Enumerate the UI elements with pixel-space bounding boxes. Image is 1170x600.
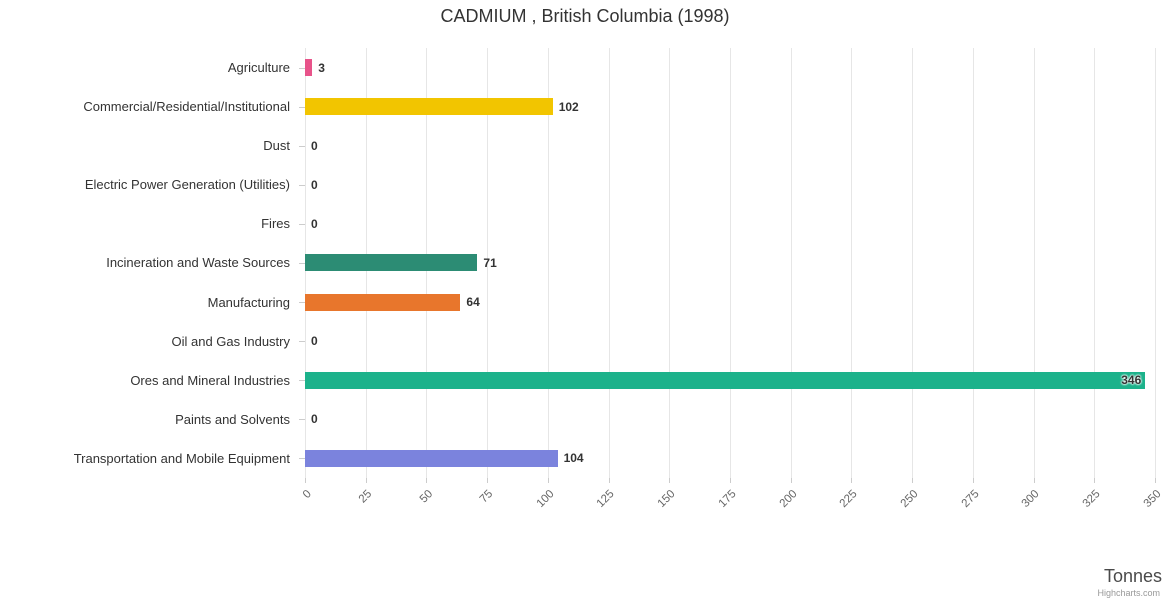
category-label-electric-power-generation-utilities: Electric Power Generation (Utilities) <box>0 165 305 204</box>
x-axis-tick-label: 300 <box>1019 488 1043 511</box>
x-axis-tick <box>305 478 306 483</box>
gridline <box>669 48 671 478</box>
category-label-dust: Dust <box>0 126 305 165</box>
x-axis-tick <box>365 478 367 483</box>
x-axis-tick <box>790 478 792 483</box>
value-label: 346 <box>1121 373 1142 388</box>
bar-row: 104 <box>305 439 1155 478</box>
x-axis-tick-label: 175 <box>716 488 739 511</box>
value-label: 64 <box>466 295 480 309</box>
value-label: 102 <box>558 99 579 114</box>
x-axis-tick <box>608 478 610 483</box>
category-tick <box>299 262 305 264</box>
category-label-manufacturing: Manufacturing <box>0 282 305 321</box>
value-label: 0 <box>311 412 318 427</box>
category-tick <box>299 380 305 382</box>
category-tick <box>299 145 305 147</box>
category-tick <box>299 106 305 108</box>
bar-agriculture[interactable] <box>305 59 313 77</box>
value-label: 71 <box>483 255 497 270</box>
category-axis: Agriculture Commercial/Residential/Instit… <box>0 48 305 478</box>
x-axis-tick <box>669 478 671 483</box>
gridline <box>730 48 731 478</box>
bar-row: 64 <box>305 282 1155 321</box>
gridline <box>790 48 792 478</box>
gridline <box>1094 48 1096 478</box>
gridline <box>972 48 974 478</box>
gridline <box>851 48 853 478</box>
value-label: 0 <box>311 334 318 349</box>
value-label: 3 <box>318 60 325 75</box>
x-axis-tick-label: 25 <box>356 488 375 506</box>
bar-row: 71 <box>305 243 1155 282</box>
x-axis-tick <box>547 478 549 483</box>
category-label-oil-and-gas-industry: Oil and Gas Industry <box>0 322 305 361</box>
x-axis-tick <box>487 478 489 483</box>
highcharts-credit[interactable]: Highcharts.com <box>1097 588 1160 598</box>
x-axis-tick <box>972 478 974 483</box>
x-axis-tick-label: 275 <box>959 488 982 511</box>
x-axis-tick <box>730 478 731 483</box>
gridline <box>912 48 914 478</box>
x-axis-tick-label: 150 <box>655 488 678 511</box>
bar-row: 102 <box>305 87 1155 126</box>
category-tick <box>299 67 305 69</box>
plot-area: 3 102 0 0 0 71 64 0 346 0 104 <box>305 48 1156 478</box>
bar-incineration-and-waste-sources[interactable] <box>305 254 478 272</box>
bar-row: 0 <box>305 322 1155 361</box>
category-label-fires: Fires <box>0 204 305 243</box>
x-axis-tick <box>1094 478 1096 483</box>
x-axis-tick-label: 225 <box>837 488 860 511</box>
x-axis-labels: 0 25 50 75 100 125 150 175 200 225 250 275 300 325 350 <box>300 488 1163 558</box>
x-axis-tick-label: 200 <box>777 488 800 511</box>
value-label: 104 <box>563 451 584 466</box>
bar-row: 0 <box>305 165 1155 204</box>
bar-row: 346 <box>305 361 1155 400</box>
category-tick <box>299 184 305 186</box>
bar-commercial-residential-institutional[interactable] <box>305 98 553 116</box>
bar-transportation-and-mobile-equipment[interactable] <box>305 449 558 467</box>
category-label-transportation-and-mobile-equipment: Transportation and Mobile Equipment <box>0 439 305 478</box>
category-label-commercial-residential-institutional: Commercial/Residential/Institutional <box>0 87 305 126</box>
x-axis-tick <box>912 478 914 483</box>
category-label-agriculture: Agriculture <box>0 48 305 87</box>
value-label: 0 <box>311 177 318 192</box>
bar-manufacturing[interactable] <box>305 293 461 311</box>
gridline <box>608 48 610 478</box>
x-axis-tick-label: 350 <box>1141 488 1164 511</box>
bar-row: 3 <box>305 48 1155 87</box>
category-tick <box>299 223 305 225</box>
x-axis-tick <box>1033 478 1035 483</box>
category-label-incineration-and-waste-sources: Incineration and Waste Sources <box>0 243 305 282</box>
chart-title: CADMIUM , British Columbia (1998) <box>440 6 730 26</box>
gridline <box>1033 48 1035 478</box>
bar-ores-and-mineral-industries[interactable]: 346 <box>305 371 1146 389</box>
x-axis-tick <box>1155 478 1156 483</box>
x-axis-tick-label: 50 <box>417 488 435 506</box>
category-label-ores-and-mineral-industries: Ores and Mineral Industries <box>0 361 305 400</box>
x-axis-tick <box>426 478 428 483</box>
category-tick <box>299 458 305 460</box>
bar-row: 0 <box>305 126 1155 165</box>
value-label: 0 <box>311 216 318 231</box>
gridline <box>487 48 489 478</box>
category-label-paints-and-solvents: Paints and Solvents <box>0 400 305 439</box>
gridline <box>1155 48 1156 478</box>
category-tick <box>299 341 305 343</box>
category-tick <box>299 302 305 303</box>
x-axis-tick <box>851 478 853 483</box>
bar-row: 0 <box>305 400 1155 439</box>
x-axis-title: Tonnes <box>1103 566 1162 586</box>
value-label: 0 <box>311 138 318 153</box>
x-axis-tick-label: 75 <box>478 488 496 506</box>
x-axis-tick-label: 250 <box>898 488 921 511</box>
x-axis-tick-label: 0 <box>300 488 314 502</box>
gridline <box>547 48 549 478</box>
category-tick <box>299 419 305 421</box>
x-axis-tick-label: 325 <box>1080 488 1103 511</box>
x-axis-tick-label: 100 <box>534 488 557 511</box>
x-axis-tick-label: 125 <box>594 488 618 511</box>
bar-row: 0 <box>305 204 1155 243</box>
